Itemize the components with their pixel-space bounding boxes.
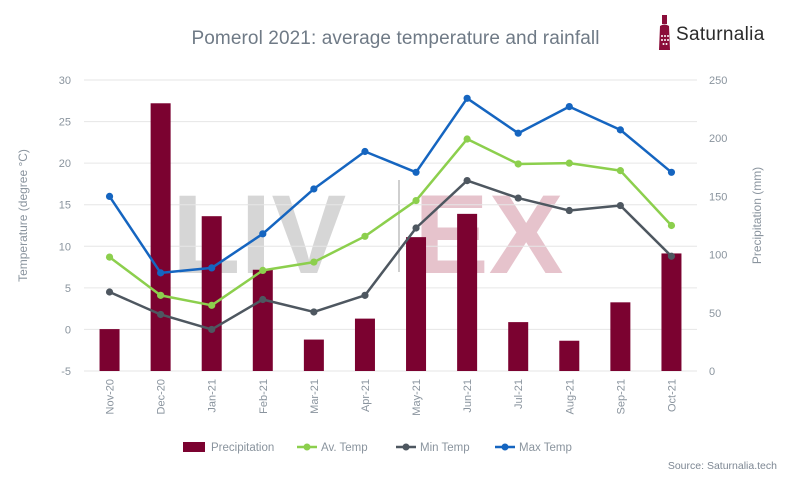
y-left-tick-label: 30 [59, 75, 71, 87]
av-temp-point [208, 301, 216, 309]
precipitation-bar [610, 302, 631, 371]
min-temp-point [259, 295, 267, 304]
min-temp-point [565, 206, 573, 215]
av-temp-point [514, 160, 522, 168]
av-temp-point [463, 135, 471, 143]
min-temp-point [157, 310, 165, 319]
brand-logo: Saturnalia [656, 14, 786, 54]
max-temp-point [105, 192, 114, 200]
min-temp-point [105, 288, 114, 296]
legend-marker-min-temp [402, 443, 410, 451]
y-right-axis-title: Precipitation (mm) [750, 167, 764, 264]
chart-title: Pomerol 2021: average temperature and ra… [191, 28, 600, 49]
precipitation-bar [150, 103, 171, 371]
x-tick-label: Jan-21 [207, 379, 219, 413]
legend-marker-av-temp [303, 443, 311, 451]
max-temp-point [412, 168, 420, 176]
precipitation-bar [661, 253, 682, 371]
x-tick-label: Nov-20 [105, 379, 117, 414]
legend-label: Precipitation [211, 442, 274, 454]
max-temp-point [565, 103, 573, 111]
y-right-tick-label: 250 [709, 75, 727, 87]
x-tick-label: Apr-21 [360, 379, 372, 412]
precipitation-bar [559, 340, 580, 371]
av-temp-point [565, 159, 573, 167]
precipitation-bar [406, 237, 427, 371]
legend-swatch-precipitation [183, 442, 205, 452]
precipitation-bar [457, 213, 478, 371]
y-right-tick-label: 100 [709, 250, 727, 262]
x-tick-label: Mar-21 [309, 379, 321, 414]
x-tick-label: Dec-20 [156, 379, 168, 414]
max-temp-point [463, 94, 471, 102]
precipitation-bar [303, 339, 324, 371]
min-temp-point [667, 252, 676, 260]
av-temp-point [259, 266, 267, 274]
y-left-tick-label: 15 [59, 200, 71, 212]
y-left-axis-title: Temperature (degree °C) [16, 149, 30, 282]
watermark-right-text: EX [414, 172, 563, 297]
y-left-tick-label: -5 [61, 366, 71, 378]
max-temp-line [108, 97, 673, 275]
y-left-tick-label: 0 [65, 324, 71, 336]
legend-label: Min Temp [420, 442, 470, 454]
source-note: Source: Saturnalia.tech [667, 460, 777, 472]
av-temp-point [616, 167, 624, 175]
precipitation-bar [252, 269, 273, 371]
max-temp-point [667, 168, 676, 176]
x-tick-label: Jun-21 [462, 379, 474, 413]
min-temp-point [514, 194, 522, 202]
max-temp-point [310, 185, 318, 193]
y-left-tick-label: 10 [59, 241, 71, 253]
y-right-tick-label: 50 [709, 308, 721, 320]
wine-bottle-icon [659, 15, 670, 50]
min-temp-point [463, 177, 471, 185]
max-temp-point [616, 126, 624, 134]
max-temp-point [259, 230, 267, 238]
max-temp-point [361, 147, 369, 156]
av-temp-point [412, 196, 420, 205]
av-temp-point [310, 258, 318, 266]
min-temp-point [616, 201, 624, 210]
av-temp-point [667, 221, 676, 230]
legend-marker-max-temp [501, 443, 509, 451]
av-temp-point [105, 253, 114, 261]
max-temp-point [514, 129, 522, 137]
min-temp-point [361, 291, 369, 299]
x-tick-label: Aug-21 [564, 379, 576, 414]
av-temp-point [157, 291, 165, 299]
min-temp-point [208, 325, 216, 334]
precipitation-bar [508, 322, 529, 371]
x-tick-label: Jul-21 [513, 379, 525, 409]
av-temp-point [361, 232, 369, 240]
y-right-tick-label: 150 [709, 191, 727, 203]
watermark: LIV EX [172, 172, 563, 297]
precipitation-bar [99, 329, 120, 371]
x-tick-label: Sep-21 [615, 379, 627, 414]
legend-label: Av. Temp [321, 442, 368, 454]
y-left-tick-label: 25 [59, 117, 71, 129]
precipitation-bar [201, 216, 222, 371]
x-tick-label: May-21 [411, 379, 423, 416]
av-temp-line [108, 137, 673, 307]
x-tick-label: Feb-21 [258, 379, 270, 414]
precipitation-bar [354, 318, 375, 371]
y-left-tick-label: 5 [65, 283, 71, 295]
min-temp-point [310, 308, 318, 316]
legend-label: Max Temp [519, 442, 572, 454]
y-right-tick-label: 0 [709, 366, 715, 378]
y-left-tick-label: 20 [59, 158, 71, 170]
x-tick-label: Oct-21 [666, 379, 678, 412]
brand-name: Saturnalia [676, 24, 765, 45]
y-right-tick-label: 200 [709, 133, 727, 145]
max-temp-point [208, 264, 216, 272]
min-temp-line [109, 179, 673, 331]
min-temp-point [412, 224, 420, 232]
max-temp-point [157, 269, 165, 277]
